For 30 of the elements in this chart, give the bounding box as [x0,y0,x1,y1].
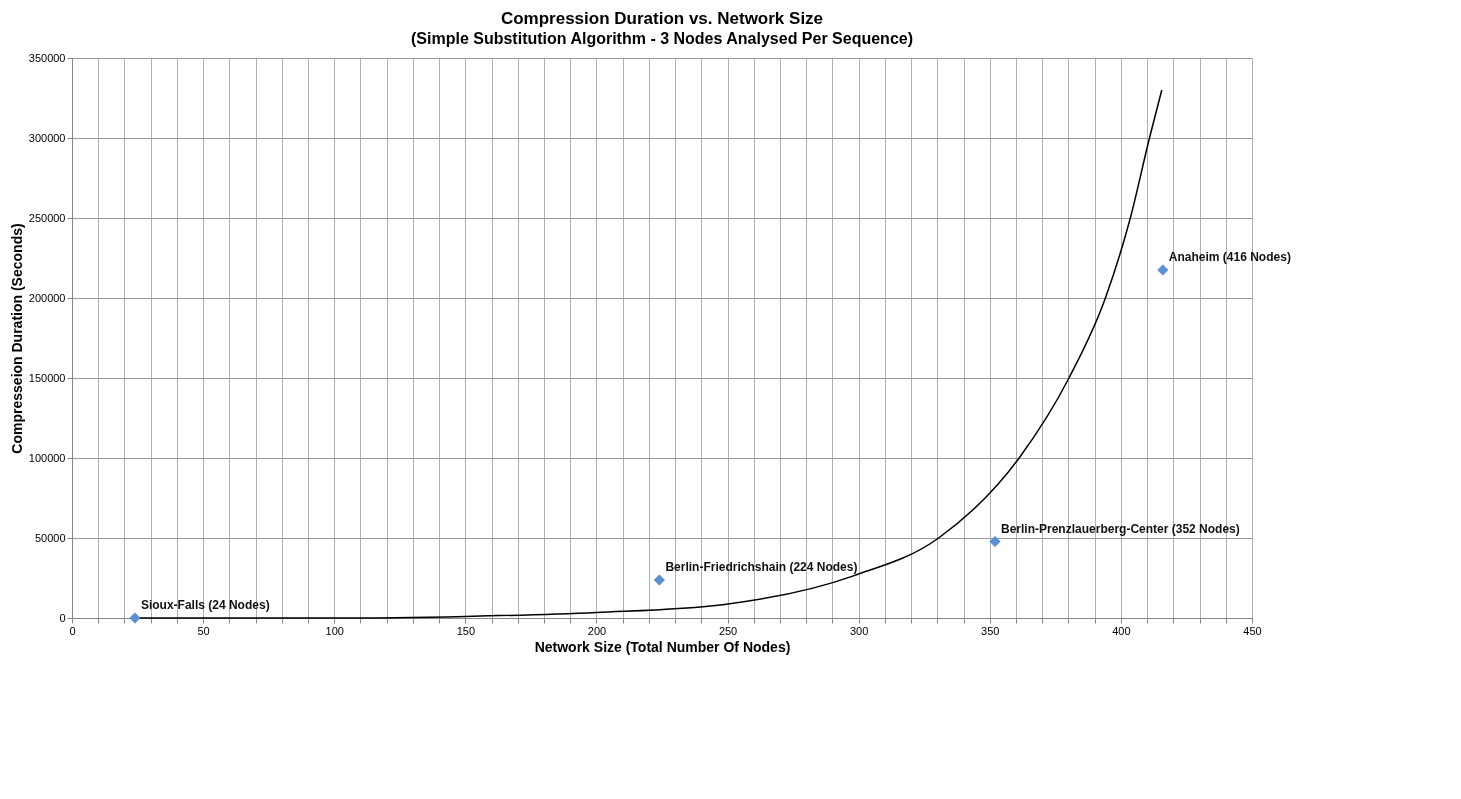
y-tick-label: 150000 [28,371,66,384]
x-tick-label: 150 [456,624,476,637]
y-tick-label: 50000 [34,531,66,544]
x-tick-label: 100 [325,624,344,637]
chart-subtitle: (Simple Substitution Algorithm - 3 Nodes Analysed Per Sequence) [411,30,913,47]
annotation: Berlin-Prenzlauerberg-Center (352 Nodes) [1001,521,1240,536]
chart-title: Compression Duration vs. Network Size [500,9,824,28]
x-tick-label: 350 [981,624,1000,637]
y-tick-label: 300000 [28,131,66,144]
point [129,612,141,624]
point [653,574,665,586]
y-tick-label: 250000 [28,211,66,224]
point [989,536,1001,548]
x-tick-label: 250 [718,624,738,637]
x-axis-title: Network Size (Total Number Of Nodes) [534,638,791,655]
y-tick-label: 100000 [28,451,66,464]
y-tick-label: 200000 [28,291,66,304]
y-tick-label: 350000 [28,51,66,64]
x-tick-label: 50 [197,624,210,637]
x-tick-label: 300 [849,624,869,637]
y-axis-title: Compresseion Duration (Seconds) [8,223,25,454]
x-tick-label: 450 [1243,624,1262,637]
x-tick-label: 0 [69,624,76,637]
x-tick-label: 400 [1112,624,1131,637]
y-tick-label: 0 [59,611,66,624]
point [1157,264,1169,276]
x-tick-label: 200 [587,624,607,637]
annotation: Sioux-Falls (24 Nodes) [140,598,270,612]
annotation: Berlin-Friedrichshain (224 Nodes) [665,560,858,575]
annotation: Anaheim (416 Nodes) [1168,250,1291,264]
